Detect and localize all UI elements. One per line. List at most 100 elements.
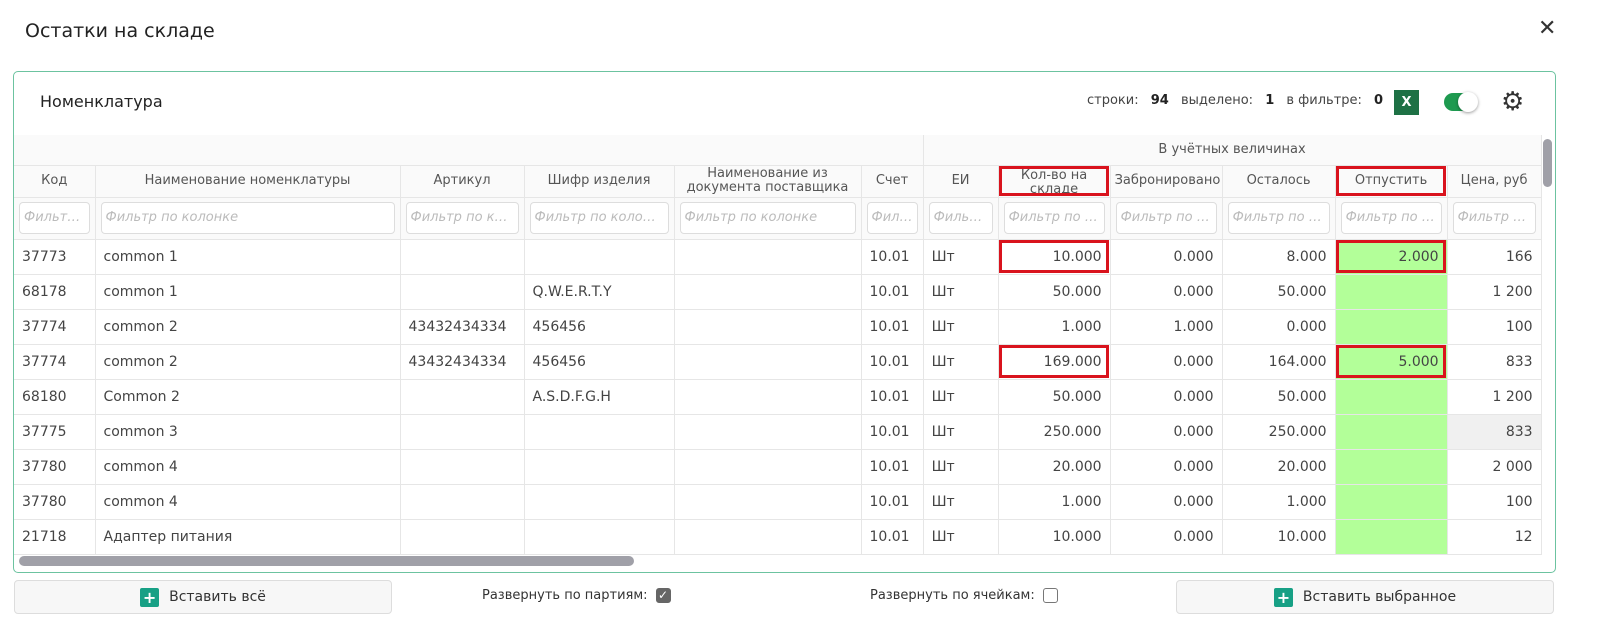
table-cell [524, 414, 675, 450]
table-cell [674, 309, 862, 345]
data-grid: В учётных величинах Код Наименование номе… [14, 135, 1542, 555]
table-cell: 1 200 [1447, 379, 1542, 415]
insert-selected-label: Вставить выбранное [1302, 589, 1457, 605]
filter-count: 0 [1374, 93, 1384, 108]
table-cell: 456456 [524, 309, 675, 345]
column-header[interactable]: Шифр изделия [524, 165, 675, 198]
table-cell: 37773 [14, 239, 96, 275]
plus-icon: + [1273, 587, 1293, 607]
table-cell: A.S.D.F.G.H [524, 379, 675, 415]
horizontal-scrollbar[interactable] [19, 556, 634, 566]
table-cell: 0.000 [1110, 344, 1223, 380]
table-cell: 10.01 [861, 274, 924, 310]
table-cell: Common 2 [95, 379, 401, 415]
insert-selected-button[interactable]: + Вставить выбранное [1176, 580, 1554, 614]
close-icon[interactable]: ✕ [1538, 16, 1557, 41]
vertical-scrollbar[interactable] [1543, 139, 1552, 187]
expand-cells-checkbox[interactable] [1042, 588, 1058, 603]
table-cell: Шт [923, 379, 999, 415]
table-row[interactable]: 37775 common 3 10.01 Шт 250.000 0.000 250.000 8… [14, 414, 1542, 450]
column-filter-input[interactable]: Фильтр по колонке [1003, 202, 1105, 234]
table-cell: 10.01 [861, 484, 924, 520]
table-row[interactable]: 68178 common 1 Q.W.E.R.T.Y 10.01 Шт 50.000 0.0… [14, 274, 1542, 310]
column-header[interactable]: Цена, руб [1447, 165, 1542, 198]
table-cell [674, 414, 862, 450]
table-cell[interactable] [1335, 379, 1448, 415]
table-cell: 100 [1447, 484, 1542, 520]
table-cell[interactable] [1335, 449, 1448, 485]
column-header[interactable]: Наименование номенклатуры [95, 165, 401, 198]
table-cell [674, 344, 862, 380]
table-row[interactable]: 37780 common 4 10.01 Шт 1.000 0.000 1.000 100 [14, 484, 1542, 520]
column-filter-input[interactable]: Фильтр по колонке [1452, 202, 1536, 234]
column-filter-input[interactable]: Фильтр по колонке [928, 202, 993, 234]
filter-label: в фильтре: [1286, 93, 1362, 108]
table-cell[interactable]: 2.000 [1335, 239, 1448, 275]
table-cell: 833 [1447, 414, 1542, 450]
column-filter-input[interactable]: Фильтр по колонке [100, 202, 395, 234]
table-cell[interactable]: 5.000 [1335, 344, 1448, 380]
column-filter-input[interactable]: Фильтр по колонке [1227, 202, 1330, 234]
column-header[interactable]: ЕИ [923, 165, 999, 198]
nomenclature-panel: Номенклатура строки: 94 выделено: 1 в фи… [13, 71, 1556, 573]
toggle-switch[interactable] [1444, 92, 1478, 112]
table-cell: 1.000 [1110, 309, 1223, 345]
table-cell [674, 449, 862, 485]
table-row[interactable]: 37780 common 4 10.01 Шт 20.000 0.000 20.000 2 0… [14, 449, 1542, 485]
insert-all-button[interactable]: + Вставить всё [14, 580, 392, 614]
column-header[interactable]: Счет [861, 165, 924, 198]
table-row[interactable]: 37773 common 1 10.01 Шт 10.000 0.000 8.000 2.00… [14, 239, 1542, 275]
rows-label: строки: [1087, 93, 1139, 108]
column-header[interactable]: Забронировано [1110, 165, 1223, 198]
table-cell [400, 449, 525, 485]
column-header[interactable]: Отпустить [1335, 165, 1448, 198]
table-cell [674, 379, 862, 415]
column-header[interactable]: Кол-во на складе [998, 165, 1111, 198]
column-filter-input[interactable]: Фильтр по колонке [866, 202, 918, 234]
table-cell: 10.01 [861, 309, 924, 345]
table-cell[interactable] [1335, 309, 1448, 345]
table-cell: 169.000 [998, 344, 1111, 380]
table-cell: Шт [923, 344, 999, 380]
expand-batches-checkbox[interactable]: ✓ [655, 588, 671, 603]
table-cell: 166 [1447, 239, 1542, 275]
table-cell: 1.000 [1222, 484, 1336, 520]
table-row[interactable]: 37774 common 2 43432434334 456456 10.01 Шт 169… [14, 344, 1542, 380]
table-cell: 0.000 [1110, 274, 1223, 310]
expand-batches-label: Развернуть по партиям: [482, 588, 648, 603]
table-cell: 0.000 [1110, 414, 1223, 450]
table-cell[interactable] [1335, 519, 1448, 555]
table-row[interactable]: 68180 Common 2 A.S.D.F.G.H 10.01 Шт 50.000 0.0… [14, 379, 1542, 415]
table-cell: Адаптер питания [95, 519, 401, 555]
table-cell: 10.01 [861, 414, 924, 450]
table-cell: 10.01 [861, 519, 924, 555]
table-cell [674, 274, 862, 310]
column-header[interactable]: Наименование из документа поставщика [674, 165, 862, 198]
column-filter-input[interactable]: Фильтр по колонке [1115, 202, 1217, 234]
rows-count: 94 [1150, 93, 1169, 108]
table-cell[interactable] [1335, 414, 1448, 450]
column-filter-input[interactable]: Фильтр по колонке [679, 202, 856, 234]
table-cell[interactable] [1335, 484, 1448, 520]
column-header[interactable]: Артикул [400, 165, 525, 198]
table-cell: 833 [1447, 344, 1542, 380]
table-cell: common 2 [95, 344, 401, 380]
table-cell: 37774 [14, 309, 96, 345]
gear-icon[interactable]: ⚙ [1501, 87, 1525, 117]
table-cell [524, 239, 675, 275]
table-cell [674, 484, 862, 520]
table-cell: Шт [923, 449, 999, 485]
table-row[interactable]: 37774 common 2 43432434334 456456 10.01 Шт 1.0… [14, 309, 1542, 345]
table-cell[interactable] [1335, 274, 1448, 310]
column-header[interactable]: Осталось [1222, 165, 1336, 198]
table-cell [524, 449, 675, 485]
column-filter-input[interactable]: Фильтр по колонке [19, 202, 90, 234]
table-row[interactable]: 21718 Адаптер питания 10.01 Шт 10.000 0.000 10… [14, 519, 1542, 555]
panel-title: Номенклатура [40, 92, 163, 111]
column-filter-input[interactable]: Фильтр по колонке [529, 202, 669, 234]
column-header[interactable]: Код [14, 165, 96, 198]
table-cell: Шт [923, 484, 999, 520]
column-filter-input[interactable]: Фильтр по колонке [405, 202, 519, 234]
excel-export-button[interactable]: X [1394, 90, 1419, 115]
column-filter-input[interactable]: Фильтр по колонке [1340, 202, 1442, 234]
